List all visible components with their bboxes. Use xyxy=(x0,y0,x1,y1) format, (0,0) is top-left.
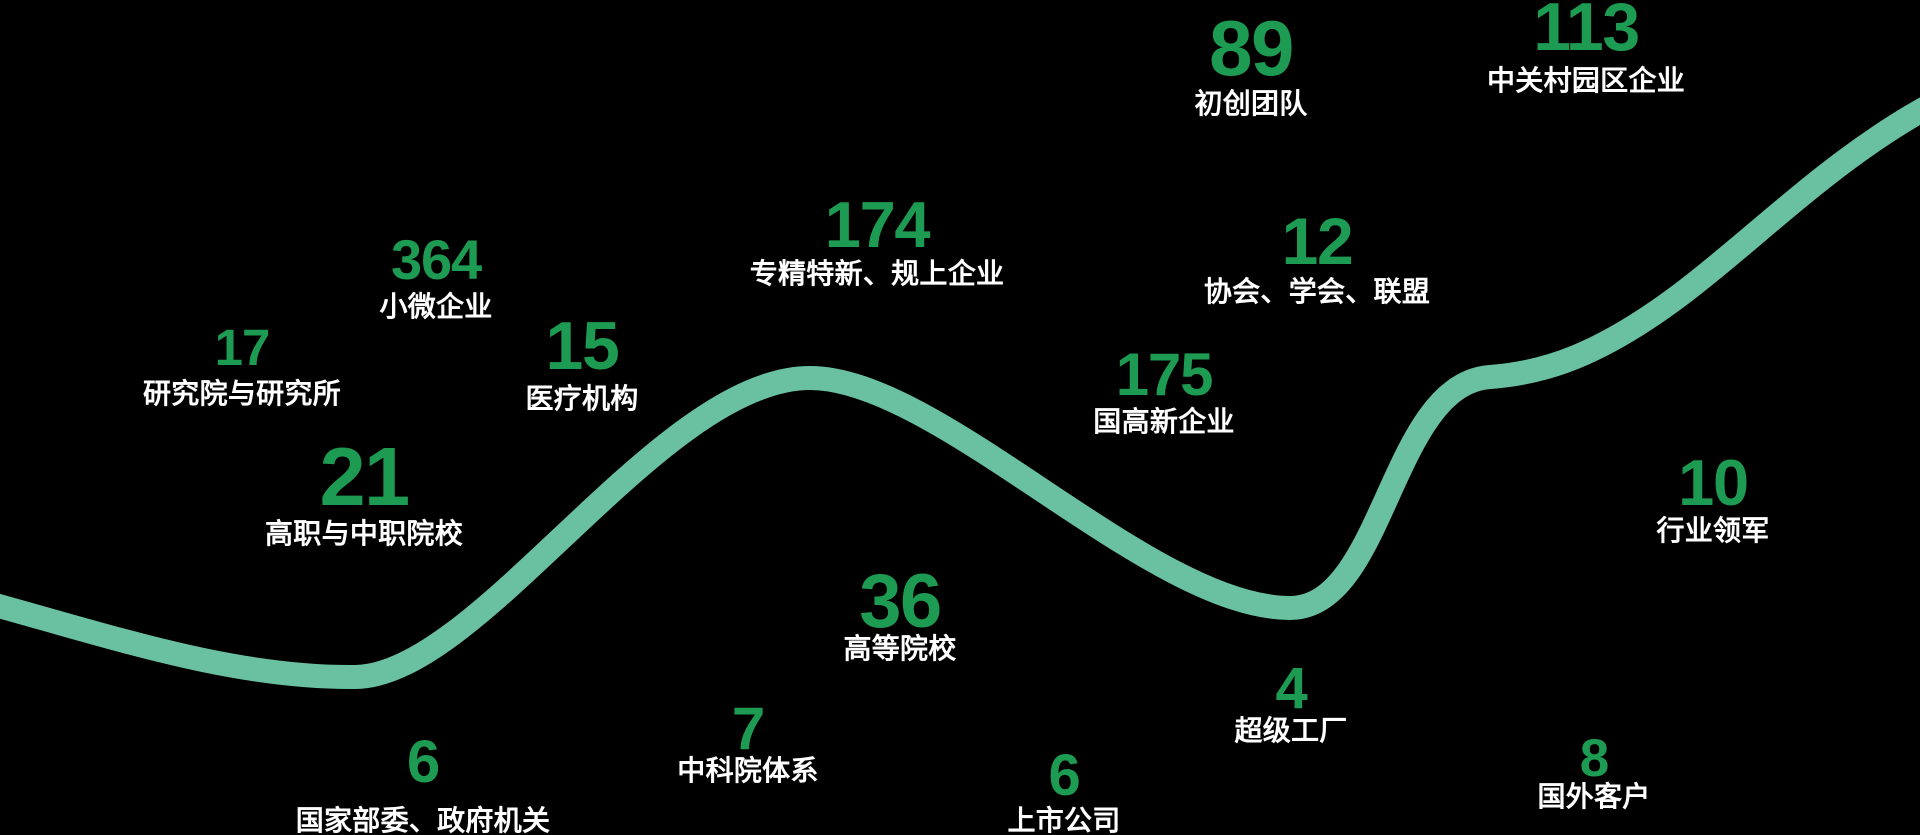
stat-small-micro-enterprises: 364 小微企业 xyxy=(379,228,493,323)
stat-universities: 36 高等院校 xyxy=(843,559,957,664)
stat-government-agencies: 6 国家部委、政府机关 xyxy=(295,728,551,835)
stat-value: 175 xyxy=(1115,341,1214,408)
stat-medical-institutions: 15 医疗机构 xyxy=(525,308,639,414)
stat-research-institutes: 17 研究院与研究所 xyxy=(143,319,341,409)
stat-label: 医疗机构 xyxy=(525,382,639,414)
stat-label: 国家部委、政府机关 xyxy=(295,805,551,835)
stat-overseas-clients: 8 国外客户 xyxy=(1537,729,1651,813)
stat-label: 国外客户 xyxy=(1537,781,1651,813)
stat-value: 12 xyxy=(1281,204,1354,278)
stat-specialized-enterprises: 174 专精特新、规上企业 xyxy=(749,188,1005,289)
stat-value: 4 xyxy=(1275,656,1307,721)
stat-value: 7 xyxy=(731,695,765,762)
stat-associations-societies-alliances: 12 协会、学会、联盟 xyxy=(1203,204,1431,307)
stat-value: 15 xyxy=(545,308,620,384)
stat-value: 6 xyxy=(406,728,440,795)
stat-label: 中科院体系 xyxy=(677,755,819,787)
stat-value: 174 xyxy=(824,188,931,261)
stat-label: 小微企业 xyxy=(379,291,493,323)
stat-label: 高职与中职院校 xyxy=(265,517,463,549)
stat-value: 36 xyxy=(859,559,942,644)
stat-label: 协会、学会、联盟 xyxy=(1203,275,1431,307)
growth-curve-path xyxy=(0,97,1920,690)
stat-label: 国高新企业 xyxy=(1093,406,1235,438)
stat-zhongguancun-park-enterprises: 113 中关村园区企业 xyxy=(1487,0,1685,96)
stat-label: 超级工厂 xyxy=(1234,714,1348,746)
stat-vocational-colleges: 21 高职与中职院校 xyxy=(265,430,463,549)
stat-national-high-tech-enterprises: 175 国高新企业 xyxy=(1093,341,1235,438)
stat-label: 中关村园区企业 xyxy=(1487,64,1685,96)
stat-label: 高等院校 xyxy=(843,632,957,664)
stat-value: 89 xyxy=(1209,4,1294,92)
stat-value: 364 xyxy=(390,228,482,291)
stat-value: 113 xyxy=(1533,0,1640,65)
stat-label: 研究院与研究所 xyxy=(143,377,341,409)
stat-value: 6 xyxy=(1048,743,1080,808)
stat-label: 上市公司 xyxy=(1007,804,1121,835)
stat-industry-leaders: 10 行业领军 xyxy=(1656,446,1770,546)
stat-startup-teams: 89 初创团队 xyxy=(1194,4,1308,120)
stat-value: 21 xyxy=(319,430,410,523)
stat-cas-system: 7 中科院体系 xyxy=(677,695,819,787)
stat-label: 初创团队 xyxy=(1194,88,1308,120)
stat-label: 专精特新、规上企业 xyxy=(749,257,1005,289)
stat-value: 10 xyxy=(1678,446,1749,519)
stat-label: 行业领军 xyxy=(1656,514,1770,546)
stat-super-factories: 4 超级工厂 xyxy=(1234,656,1348,746)
stat-value: 17 xyxy=(214,319,271,376)
stat-value: 8 xyxy=(1579,729,1609,788)
stat-listed-companies: 6 上市公司 xyxy=(1007,743,1121,835)
